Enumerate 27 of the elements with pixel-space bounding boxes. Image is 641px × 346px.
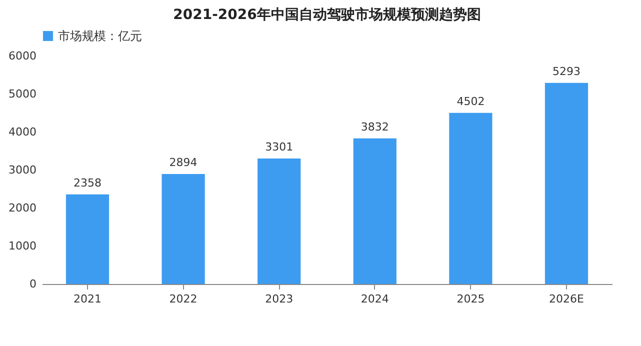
x-tick-label: 2023 [265, 292, 294, 306]
x-tick-label: 2021 [74, 292, 102, 306]
chart-title: 2021-2026年中国自动驾驶市场规模预测趋势图 [173, 6, 481, 23]
bar [544, 82, 588, 284]
data-label: 2894 [169, 156, 198, 170]
bar [449, 112, 492, 284]
bar [162, 174, 205, 284]
data-label: 5293 [552, 64, 580, 78]
x-tick-label: 2026E [549, 292, 584, 306]
bar [353, 138, 396, 284]
bar [66, 194, 110, 284]
data-label: 3301 [265, 140, 294, 154]
x-tick-label: 2022 [169, 292, 198, 306]
y-tick-label: 6000 [8, 50, 36, 62]
bar [258, 158, 301, 284]
x-tick-label: 2024 [360, 292, 389, 306]
data-label: 2358 [74, 176, 102, 190]
x-tick-label: 2025 [456, 292, 485, 306]
y-tick-label: 0 [30, 278, 36, 290]
legend-label: 市场规模：亿元 [58, 29, 142, 43]
y-tick-label: 1000 [8, 240, 36, 252]
data-label: 4502 [456, 94, 485, 108]
y-tick-label: 5000 [8, 88, 36, 100]
y-tick-label: 3000 [8, 164, 36, 176]
y-tick-label: 2000 [8, 202, 36, 214]
y-tick-label: 4000 [8, 126, 36, 138]
data-label: 3832 [360, 120, 389, 134]
